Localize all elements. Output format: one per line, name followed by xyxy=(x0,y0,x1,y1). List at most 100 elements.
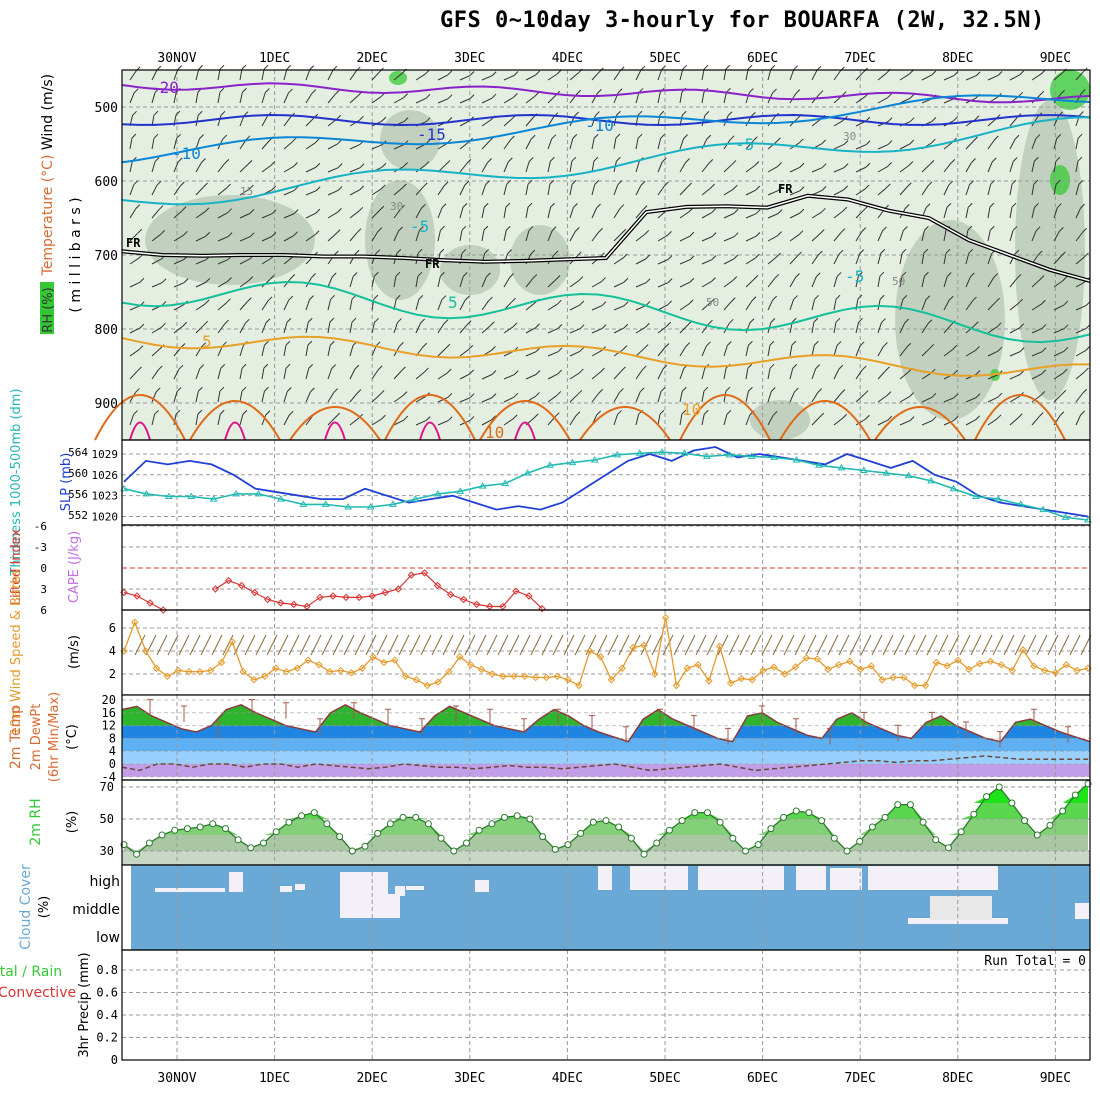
wind-barb xyxy=(943,163,952,173)
wind-barb-flag xyxy=(418,295,424,300)
wind-barb xyxy=(173,368,180,380)
contour-minus-15 xyxy=(121,113,1091,127)
wind-barb-flag xyxy=(901,248,907,254)
cloud-clear-region xyxy=(796,866,826,890)
wind-tick: 4 xyxy=(109,644,116,658)
wind-barb xyxy=(305,322,309,334)
wind-barb-flag xyxy=(381,414,386,420)
wind-barb xyxy=(789,368,794,380)
wind-barb xyxy=(723,301,732,311)
wind-barb xyxy=(855,231,863,242)
wind-barb xyxy=(195,259,207,265)
wind-speed-marker xyxy=(553,672,561,681)
wind-barb xyxy=(239,258,251,265)
contour-label: -15 xyxy=(417,125,446,144)
wind-barb xyxy=(1075,350,1086,357)
cloud-clear-region xyxy=(280,886,292,892)
surface-wind-barb xyxy=(343,634,355,656)
wind-barb-flag xyxy=(747,363,753,369)
rh-marker xyxy=(665,826,673,834)
wind-barb xyxy=(283,69,288,81)
rh-area xyxy=(124,783,1088,835)
wind-barb xyxy=(1031,351,1043,357)
wind-barb xyxy=(327,69,334,81)
wind-barb-flag xyxy=(732,184,738,190)
wind-barb xyxy=(657,69,663,81)
wind-barb xyxy=(415,276,419,288)
contour-label: 5 xyxy=(202,332,212,351)
wind-barb-flag xyxy=(1055,156,1061,162)
wind-barb-flag xyxy=(887,162,892,167)
wind-barb xyxy=(987,350,999,357)
wind-barb-flag xyxy=(513,93,518,98)
wind-barb-flag xyxy=(931,70,937,76)
wind-barb xyxy=(789,234,800,242)
wind-barb xyxy=(393,395,404,403)
wind-barb xyxy=(877,253,882,265)
wind-barb-flag xyxy=(593,156,599,162)
wind-barb-flag xyxy=(329,340,335,346)
wind-barb xyxy=(239,188,250,196)
wind-barb-flag xyxy=(245,135,251,141)
wind-barb xyxy=(877,230,883,242)
wind-barb-flag xyxy=(176,387,182,392)
wind-barb-flag xyxy=(821,163,827,169)
temp-range-bar xyxy=(963,721,969,738)
surface-wind-barb xyxy=(1003,634,1015,656)
wind-barb xyxy=(833,210,844,219)
wind-barb xyxy=(129,257,140,265)
wind-barb-flag xyxy=(447,117,453,122)
wind-barb xyxy=(701,345,707,357)
wind-barb-flag xyxy=(242,87,247,93)
wind-barb xyxy=(657,304,668,311)
wind-barb-flag xyxy=(967,225,973,231)
wind-barb-flag xyxy=(377,365,383,371)
wind-barb-flag xyxy=(666,321,672,327)
wind-barb xyxy=(437,207,443,219)
wind-barb-flag xyxy=(997,71,1003,76)
wind-barb xyxy=(151,391,157,403)
wind-barb xyxy=(657,138,662,150)
wind-speed-marker xyxy=(586,647,594,655)
wind-barb-flag xyxy=(156,180,162,186)
wind-barb xyxy=(701,414,705,426)
wind-barb xyxy=(547,279,557,288)
wind-barb-flag xyxy=(491,370,497,375)
surface-wind-barb xyxy=(486,634,498,656)
wind-barb xyxy=(415,73,426,81)
wind-barb-flag xyxy=(331,364,337,369)
temp-above-area xyxy=(122,695,1090,742)
wind-barb xyxy=(239,323,246,334)
surface-wind-barb xyxy=(1036,634,1048,656)
wind-barb-flag xyxy=(267,296,273,302)
wind-barb-flag xyxy=(879,271,885,277)
wind-barb xyxy=(1053,350,1065,357)
wind-barb-flag xyxy=(623,323,629,329)
wind-barb xyxy=(1009,230,1014,242)
wind-barb xyxy=(679,281,691,288)
wind-barb-flag xyxy=(1033,156,1039,162)
rh-marker xyxy=(310,809,318,817)
wind-barb xyxy=(459,163,468,173)
wind-barb-flag xyxy=(246,297,252,303)
wind-barb xyxy=(217,187,227,196)
wind-barb xyxy=(723,414,728,426)
wind-barb xyxy=(679,368,685,380)
wind-barb xyxy=(877,144,889,150)
wind-barb-flag xyxy=(660,387,666,392)
contour-15 xyxy=(479,400,571,441)
wind-barb xyxy=(547,73,558,81)
wind-barb-flag xyxy=(596,89,602,94)
surface-wind-barb xyxy=(904,634,916,656)
wind-speed-marker xyxy=(315,661,323,669)
lifted-index-marker xyxy=(407,571,416,579)
precip-frame xyxy=(121,949,1091,1061)
wind-barb-flag xyxy=(505,202,511,208)
surface-wind-barb xyxy=(629,634,641,656)
wind-barb-flag xyxy=(249,209,255,214)
wind-barb-flag xyxy=(708,159,714,164)
wind-barb xyxy=(569,415,577,426)
wind-barb xyxy=(811,299,816,311)
wind-barb-flag xyxy=(683,134,688,139)
wind-barb-flag xyxy=(863,205,869,211)
